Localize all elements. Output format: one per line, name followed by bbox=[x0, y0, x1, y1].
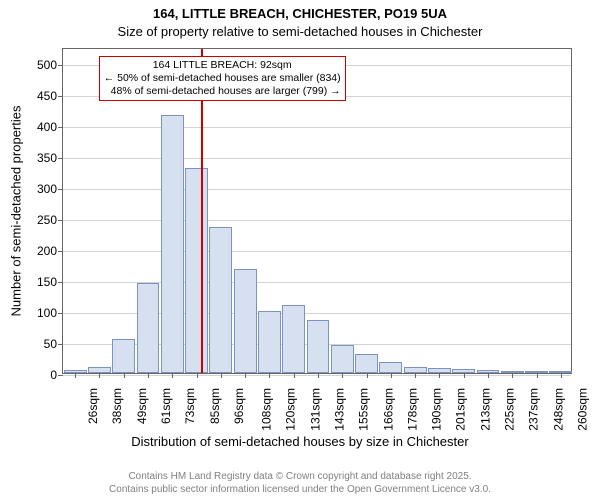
gridline bbox=[63, 251, 571, 252]
xtick-mark bbox=[512, 373, 513, 378]
histogram-bar bbox=[258, 311, 281, 373]
footer-line-2: Contains public sector information licen… bbox=[0, 484, 600, 497]
histogram-bar bbox=[137, 283, 160, 373]
gridline bbox=[63, 220, 571, 221]
xtick-label: 61sqm bbox=[159, 388, 173, 424]
xtick-mark bbox=[439, 373, 440, 378]
xtick-label: 73sqm bbox=[183, 388, 197, 424]
xtick-label: 131sqm bbox=[308, 388, 322, 431]
xtick-label: 96sqm bbox=[232, 388, 246, 424]
xtick-label: 248sqm bbox=[551, 388, 565, 431]
ytick-label: 250 bbox=[37, 213, 63, 227]
xtick-mark bbox=[318, 373, 319, 378]
xtick-label: 49sqm bbox=[135, 388, 149, 424]
footer-line-1: Contains HM Land Registry data © Crown c… bbox=[0, 471, 600, 484]
xtick-mark bbox=[269, 373, 270, 378]
xtick-mark bbox=[172, 373, 173, 378]
histogram-bar bbox=[161, 115, 184, 373]
histogram-bar bbox=[185, 168, 208, 373]
histogram-bar bbox=[282, 305, 305, 373]
ytick-label: 200 bbox=[37, 244, 63, 258]
gridline bbox=[63, 375, 571, 376]
chart-subtitle: Size of property relative to semi-detach… bbox=[0, 24, 600, 39]
plot-area: 05010015020025030035040045050026sqm38sqm… bbox=[62, 48, 572, 374]
annotation-line-2: ← 50% of semi-detached houses are smalle… bbox=[104, 72, 341, 85]
histogram-chart: 164, LITTLE BREACH, CHICHESTER, PO19 5UA… bbox=[0, 0, 600, 500]
annotation-line-3: 48% of semi-detached houses are larger (… bbox=[104, 85, 341, 98]
xtick-label: 143sqm bbox=[332, 388, 346, 431]
xtick-label: 178sqm bbox=[405, 388, 419, 431]
xtick-mark bbox=[75, 373, 76, 378]
xtick-mark bbox=[537, 373, 538, 378]
ytick-label: 500 bbox=[37, 58, 63, 72]
xtick-mark bbox=[464, 373, 465, 378]
histogram-bar bbox=[355, 354, 378, 373]
xtick-mark bbox=[124, 373, 125, 378]
annotation-box: 164 LITTLE BREACH: 92sqm← 50% of semi-de… bbox=[99, 56, 346, 101]
xtick-label: 260sqm bbox=[575, 388, 589, 431]
xtick-mark bbox=[391, 373, 392, 378]
xtick-mark bbox=[245, 373, 246, 378]
histogram-bar bbox=[112, 339, 135, 373]
histogram-bar bbox=[234, 269, 257, 373]
histogram-bar bbox=[307, 320, 330, 373]
x-axis-label: Distribution of semi-detached houses by … bbox=[0, 434, 600, 449]
xtick-label: 237sqm bbox=[527, 388, 541, 431]
xtick-label: 108sqm bbox=[259, 388, 273, 431]
xtick-label: 155sqm bbox=[357, 388, 371, 431]
xtick-mark bbox=[148, 373, 149, 378]
ytick-label: 50 bbox=[44, 337, 63, 351]
xtick-label: 85sqm bbox=[208, 388, 222, 424]
xtick-label: 213sqm bbox=[478, 388, 492, 431]
ytick-label: 0 bbox=[50, 368, 63, 382]
gridline bbox=[63, 158, 571, 159]
ytick-label: 100 bbox=[37, 306, 63, 320]
gridline bbox=[63, 189, 571, 190]
y-axis-label: Number of semi-detached properties bbox=[9, 106, 24, 317]
xtick-label: 166sqm bbox=[381, 388, 395, 431]
ytick-label: 150 bbox=[37, 275, 63, 289]
ytick-label: 350 bbox=[37, 151, 63, 165]
xtick-label: 120sqm bbox=[284, 388, 298, 431]
ytick-label: 450 bbox=[37, 89, 63, 103]
xtick-mark bbox=[415, 373, 416, 378]
xtick-mark bbox=[561, 373, 562, 378]
xtick-label: 26sqm bbox=[86, 388, 100, 424]
xtick-mark bbox=[342, 373, 343, 378]
gridline bbox=[63, 127, 571, 128]
footer-attribution: Contains HM Land Registry data © Crown c… bbox=[0, 471, 600, 496]
xtick-mark bbox=[294, 373, 295, 378]
ytick-label: 400 bbox=[37, 120, 63, 134]
histogram-bar bbox=[331, 345, 354, 373]
histogram-bar bbox=[209, 227, 232, 373]
ytick-label: 300 bbox=[37, 182, 63, 196]
xtick-label: 225sqm bbox=[502, 388, 516, 431]
xtick-label: 38sqm bbox=[110, 388, 124, 424]
histogram-bar bbox=[379, 362, 402, 373]
chart-title: 164, LITTLE BREACH, CHICHESTER, PO19 5UA bbox=[0, 6, 600, 21]
xtick-mark bbox=[367, 373, 368, 378]
xtick-label: 201sqm bbox=[454, 388, 468, 431]
xtick-mark bbox=[197, 373, 198, 378]
xtick-mark bbox=[221, 373, 222, 378]
xtick-mark bbox=[488, 373, 489, 378]
annotation-line-1: 164 LITTLE BREACH: 92sqm bbox=[104, 59, 341, 72]
xtick-mark bbox=[99, 373, 100, 378]
xtick-label: 190sqm bbox=[429, 388, 443, 431]
